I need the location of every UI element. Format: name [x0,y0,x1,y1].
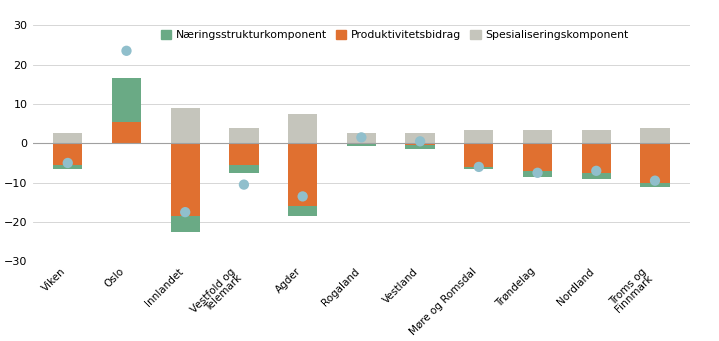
Bar [464,143,493,167]
Point [62,160,73,166]
Bar [53,165,83,169]
Bar [523,171,552,177]
Bar [582,173,611,179]
Bar [406,133,435,143]
Point [121,48,132,54]
Bar [170,143,200,216]
Point [180,209,191,215]
Bar [53,143,83,165]
Bar [111,122,141,143]
Bar [406,143,435,149]
Point [649,178,661,183]
Point [297,194,308,199]
Bar [229,143,259,165]
Bar [347,145,376,146]
Bar [288,206,317,216]
Bar [641,128,669,143]
Bar [288,114,317,143]
Bar [464,130,493,143]
Point [356,135,367,140]
Point [238,182,249,187]
Bar [229,165,259,173]
Bar [523,143,552,171]
Point [414,138,426,144]
Bar [464,167,493,169]
Bar [170,108,200,143]
Bar [111,114,141,143]
Bar [406,145,435,149]
Bar [229,128,259,143]
Bar [641,183,669,187]
Bar [641,143,669,183]
Bar [53,133,83,143]
Bar [170,216,200,232]
Bar [582,130,611,143]
Bar [111,78,141,122]
Point [532,170,544,176]
Bar [347,143,376,145]
Point [473,164,485,169]
Bar [582,143,611,173]
Bar [347,133,376,143]
Bar [523,130,552,143]
Legend: Næringsstrukturkomponent, Produktivitetsbidrag, Spesialiseringskomponent: Næringsstrukturkomponent, Produktivitets… [156,26,633,45]
Point [590,168,602,174]
Bar [288,143,317,206]
